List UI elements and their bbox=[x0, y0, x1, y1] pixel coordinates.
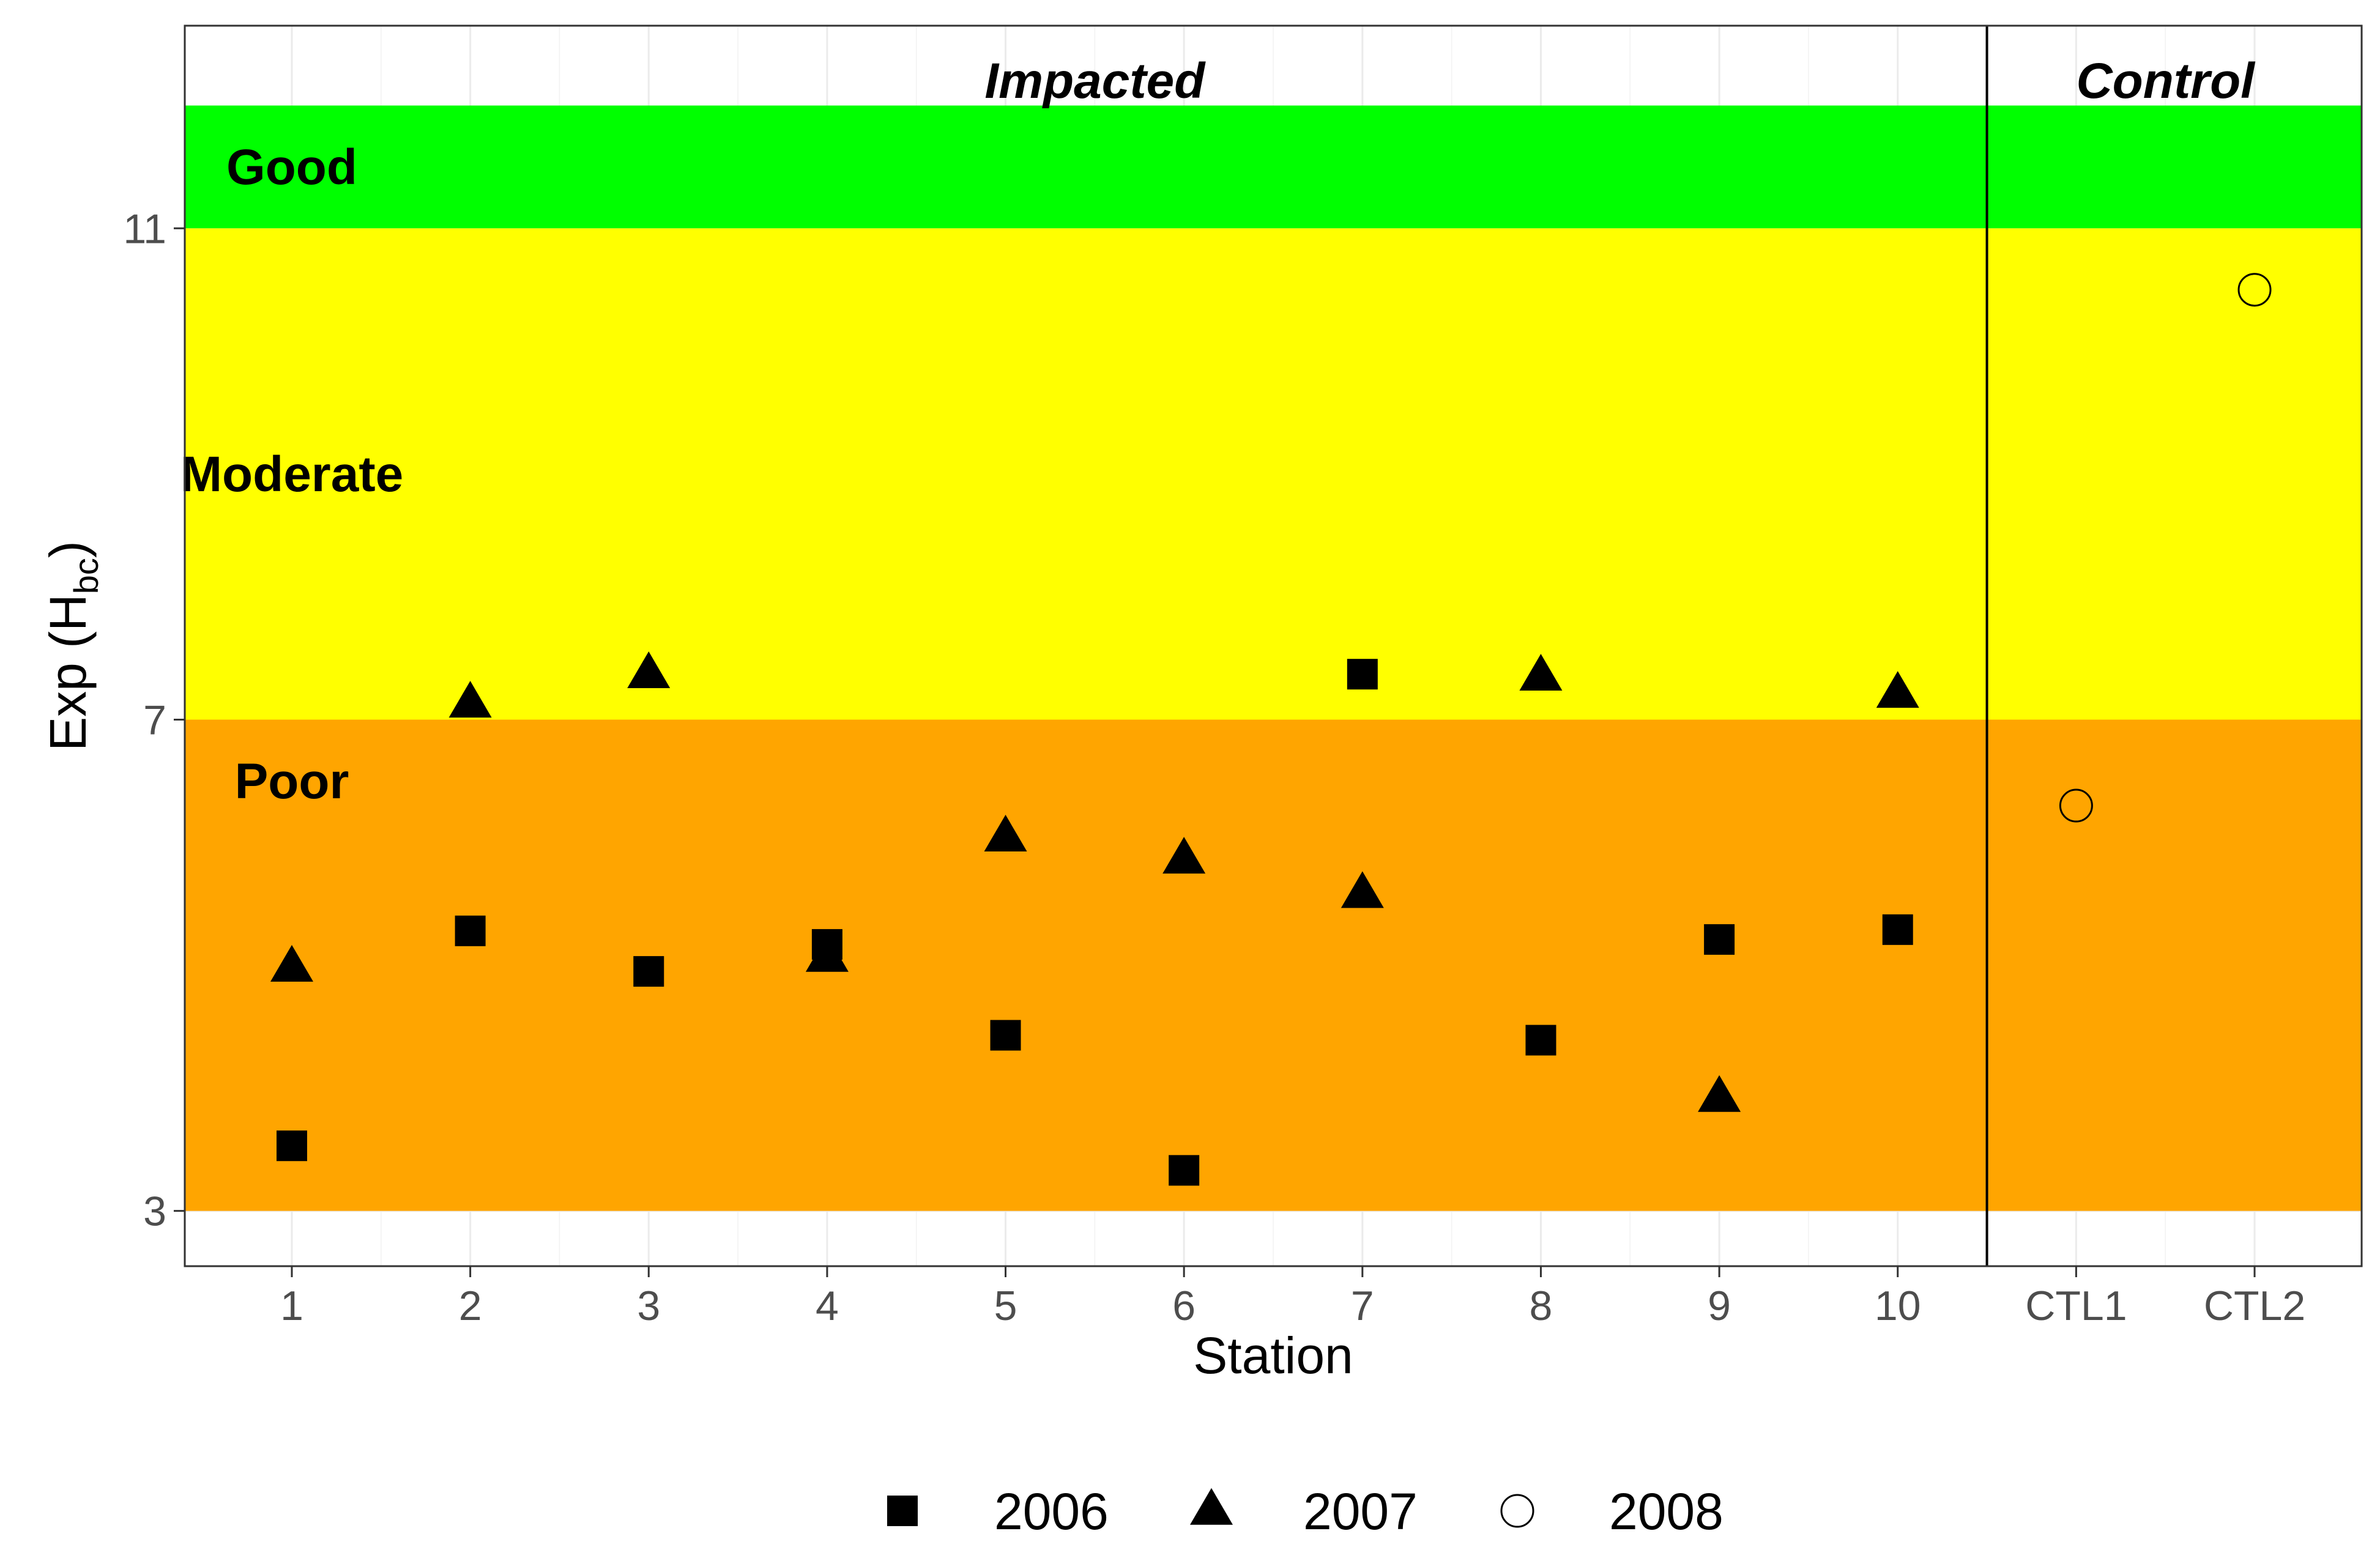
legend: 2006 2007 2008 bbox=[887, 1483, 1724, 1540]
data-point-2006 bbox=[1347, 659, 1378, 690]
y-tick-label: 11 bbox=[123, 206, 166, 252]
legend-label-2007: 2007 bbox=[1303, 1483, 1418, 1540]
band-poor bbox=[185, 719, 2362, 1211]
y-axis-title-main: Exp (H bbox=[39, 594, 97, 751]
axes: 1 2 3 4 5 6 7 8 9 10 CTL1 CTL2 3 7 11 bbox=[123, 206, 2305, 1329]
data-point-2006 bbox=[1169, 1155, 1200, 1186]
data-point-2007 bbox=[984, 815, 1027, 852]
x-tick-label: CTL2 bbox=[2204, 1283, 2305, 1329]
legend-key-2007 bbox=[1190, 1488, 1233, 1525]
data-point-2008 bbox=[2237, 273, 2272, 307]
x-tick-label: 7 bbox=[1351, 1283, 1374, 1329]
data-point-2007 bbox=[1876, 671, 1919, 708]
data-point-2006 bbox=[276, 1130, 307, 1162]
legend-key-2008 bbox=[1500, 1494, 1534, 1528]
panel-border bbox=[184, 24, 2363, 1267]
y-axis-title: Exp (Hbc) bbox=[39, 541, 105, 751]
band-label-poor: Poor bbox=[235, 754, 349, 809]
data-point-2006 bbox=[1704, 924, 1735, 955]
data-point-2006 bbox=[1525, 1025, 1556, 1056]
legend-label-2008: 2008 bbox=[1609, 1483, 1724, 1540]
band-moderate bbox=[185, 228, 2362, 720]
data-point-2006 bbox=[455, 915, 486, 946]
x-tick-label: 2 bbox=[459, 1283, 482, 1329]
data-point-2006 bbox=[633, 956, 664, 987]
quality-bands bbox=[185, 105, 2362, 1211]
data-point-2006 bbox=[1882, 914, 1913, 945]
band-label-good: Good bbox=[226, 139, 357, 195]
data-point-2007 bbox=[805, 935, 849, 972]
data-point-2007 bbox=[1519, 653, 1563, 691]
y-tick-label: 7 bbox=[143, 697, 166, 743]
x-tick-label: 8 bbox=[1530, 1283, 1553, 1329]
group-label-control: Control bbox=[2076, 53, 2256, 109]
legend-label-2006: 2006 bbox=[994, 1483, 1109, 1540]
data-point-2007 bbox=[448, 681, 492, 718]
x-axis-title: Station bbox=[1193, 1327, 1353, 1384]
data-point-2007 bbox=[1698, 1075, 1741, 1112]
x-tick-label: CTL1 bbox=[2025, 1283, 2127, 1329]
legend-key-2006 bbox=[887, 1496, 918, 1526]
group-label-impacted: Impacted bbox=[984, 53, 1206, 109]
data-point-2007 bbox=[1162, 837, 1206, 874]
x-tick-label: 10 bbox=[1875, 1283, 1921, 1329]
data-point-2008 bbox=[2059, 788, 2093, 823]
y-axis-title-subscript: bc bbox=[67, 558, 105, 594]
x-tick-label: 1 bbox=[280, 1283, 303, 1329]
y-axis-title-close: ) bbox=[39, 541, 97, 558]
band-label-moderate: Moderate bbox=[180, 447, 404, 502]
x-tick-label: 4 bbox=[816, 1283, 839, 1329]
x-tick-label: 6 bbox=[1172, 1283, 1196, 1329]
data-point-2006 bbox=[990, 1020, 1021, 1051]
data-point-2007 bbox=[1341, 871, 1384, 908]
data-points bbox=[270, 273, 2272, 1186]
data-point-2007 bbox=[270, 944, 313, 982]
y-tick-label: 3 bbox=[143, 1188, 166, 1235]
x-tick-label: 9 bbox=[1708, 1283, 1731, 1329]
x-tick-label: 3 bbox=[637, 1283, 660, 1329]
data-point-2007 bbox=[627, 651, 671, 688]
x-tick-label: 5 bbox=[994, 1283, 1017, 1329]
band-good bbox=[185, 105, 2362, 229]
panel-labels: Good Moderate Poor Impacted Control bbox=[180, 53, 2256, 809]
